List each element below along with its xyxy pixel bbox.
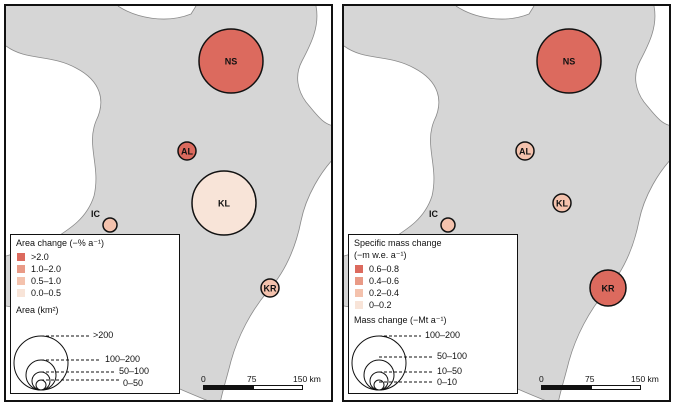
size-label-3: 10–50 <box>437 366 463 376</box>
site-label-ic: IC <box>91 209 101 219</box>
legend-title: Area change (−% a⁻¹) <box>16 238 105 248</box>
size-label-4: 0–50 <box>123 378 144 388</box>
scale-label-0: 0 <box>539 374 544 384</box>
legend-class-3: 0.2–0.4 <box>355 288 399 298</box>
site-marker-kr: KR <box>260 278 280 298</box>
site-label-al: AL <box>519 147 531 157</box>
site-marker-kr: KR <box>589 269 627 307</box>
site-marker-ns: NS <box>198 28 264 94</box>
legend-class-3: 0.5–1.0 <box>17 276 61 286</box>
size-label-1: >200 <box>93 330 114 340</box>
site-marker-ns: NS <box>536 28 602 94</box>
site-marker-al: AL <box>177 141 197 161</box>
legend-title: Specific mass change <box>354 238 442 248</box>
site-label-ns: NS <box>225 57 238 67</box>
scale-bar: 0 75 150 km <box>539 374 665 398</box>
site-label-kl: KL <box>556 199 568 209</box>
map-panel-mass-change: NSALICKLKRAV Specific mass change (−m w.… <box>342 4 671 402</box>
site-label-kr: KR <box>602 284 615 294</box>
terrain-map: NSALICKLKRAV <box>6 6 331 400</box>
map-legend: Specific mass change (−m w.e. a⁻¹) 0.6–0… <box>348 234 518 394</box>
size-legend-title: Mass change (−Mt a⁻¹) <box>354 315 447 325</box>
site-marker-ic: IC <box>91 209 118 233</box>
size-label-2: 100–200 <box>105 354 141 364</box>
legend-class-1: 0.6–0.8 <box>355 264 399 274</box>
site-label-al: AL <box>181 147 193 157</box>
map-panel-area-change: NSALICKLKRAV Area change (−% a⁻¹) >2.0 1… <box>4 4 333 402</box>
size-label-4: 0–10 <box>437 377 458 387</box>
scale-label-150: 150 km <box>631 374 659 384</box>
site-marker-kl: KL <box>552 193 572 213</box>
legend-class-4: 0–0.2 <box>355 300 392 310</box>
scale-bar: 0 75 150 km <box>201 374 327 398</box>
size-legend-circles <box>351 335 433 391</box>
size-label-2: 50–100 <box>437 351 468 361</box>
site-label-ic: IC <box>429 209 439 219</box>
map-legend: Area change (−% a⁻¹) >2.0 1.0–2.0 0.5–1.… <box>10 234 180 394</box>
site-label-kl: KL <box>218 199 230 209</box>
size-label-1: 100–200 <box>425 330 461 340</box>
scale-label-150: 150 km <box>293 374 321 384</box>
legend-class-2: 1.0–2.0 <box>17 264 61 274</box>
scale-label-0: 0 <box>201 374 206 384</box>
size-label-3: 50–100 <box>119 366 150 376</box>
site-marker-ic: IC <box>429 209 456 233</box>
size-legend-circles <box>13 335 121 391</box>
legend-class-1: >2.0 <box>17 252 49 262</box>
legend-class-2: 0.4–0.6 <box>355 276 399 286</box>
legend-title-units: (−m w.e. a⁻¹) <box>354 250 407 260</box>
sea-area <box>344 6 669 400</box>
scale-label-75: 75 <box>585 374 595 384</box>
size-legend-title: Area (km²) <box>16 305 59 315</box>
scale-label-75: 75 <box>247 374 257 384</box>
sea-area <box>6 6 331 400</box>
site-marker-al: AL <box>515 141 535 161</box>
site-label-kr: KR <box>264 284 277 294</box>
legend-class-4: 0.0–0.5 <box>17 288 61 298</box>
site-marker-kl: KL <box>191 170 257 236</box>
site-label-ns: NS <box>563 57 576 67</box>
